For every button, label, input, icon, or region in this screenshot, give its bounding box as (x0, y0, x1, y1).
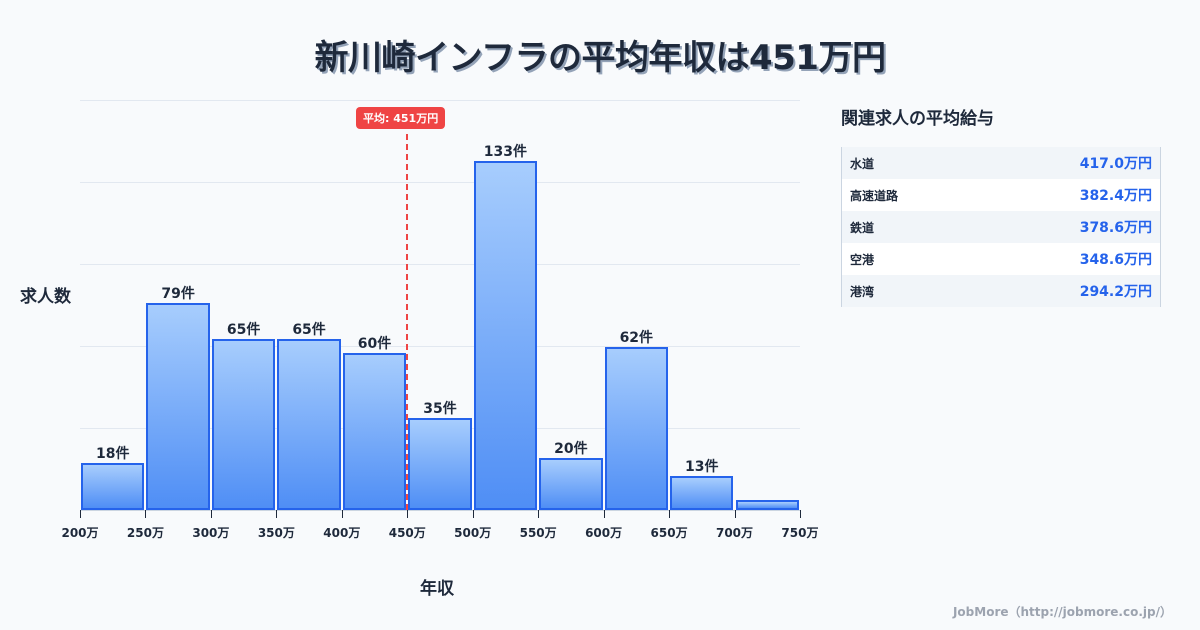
row-name: 空港 (850, 252, 875, 267)
bar-count-label: 20件 (554, 441, 588, 457)
histogram-bar (670, 476, 734, 510)
histogram-bar (473, 161, 538, 510)
histogram-bar (81, 463, 145, 510)
row-value: 382.4万円 (1079, 188, 1152, 204)
histogram-bar (408, 418, 472, 510)
bar-count-label: 35件 (423, 401, 457, 417)
table-row: 空港 348.6万円 (842, 243, 1160, 275)
row-value: 417.0万円 (1079, 156, 1152, 172)
x-tick (341, 510, 343, 518)
row-name: 港湾 (850, 284, 875, 299)
row-value: 294.2万円 (1079, 284, 1152, 300)
bar-count-label: 62件 (619, 330, 654, 346)
x-tick (210, 510, 212, 518)
bar-count-label: 133件 (483, 144, 528, 160)
x-tick-label: 200万 (61, 526, 99, 540)
x-tick (407, 510, 409, 518)
x-tick-label: 750万 (781, 526, 819, 540)
gridline (80, 100, 800, 101)
bar-count-label: 65件 (226, 322, 261, 338)
x-tick-label: 350万 (257, 526, 295, 540)
histogram-bar (146, 303, 210, 510)
gridline (80, 182, 800, 183)
table-row: 港湾 294.2万円 (842, 275, 1160, 307)
x-tick (145, 510, 147, 518)
x-tick (799, 510, 801, 518)
x-tick-label: 600万 (585, 526, 623, 540)
x-tick-label: 550万 (519, 526, 557, 540)
related-salary-table: 水道 417.0万円 高速道路 382.4万円 鉄道 378.6万円 空港 348.6万… (841, 147, 1161, 307)
x-tick (734, 510, 736, 518)
gridline (80, 346, 800, 347)
x-tick-label: 700万 (715, 526, 754, 540)
x-tick (669, 510, 671, 518)
x-tick-label: 250万 (126, 526, 164, 540)
bar-count-label: 13件 (685, 459, 719, 475)
bar-count-label: 65件 (292, 322, 326, 338)
x-tick (538, 510, 540, 518)
row-name: 鉄道 (850, 220, 875, 235)
histogram-bar (735, 500, 799, 510)
histogram-bar (342, 353, 407, 510)
x-tick-label: 450万 (388, 526, 426, 540)
x-tick (80, 510, 81, 518)
histogram-bar (539, 458, 603, 510)
mean-line (406, 134, 408, 510)
histogram-chart: 18件 79件 65件 65件 60件 35件 133件 20件 62件 13件 平均: 451万… (61, 100, 818, 540)
row-name: 高速道路 (850, 188, 899, 203)
x-tick (276, 510, 278, 518)
x-tick-label: 500万 (454, 526, 492, 540)
x-axis (80, 510, 800, 511)
gridline (80, 264, 800, 265)
mean-badge: 平均: 451万円 (356, 107, 446, 129)
y-axis-label: 求人数 (20, 287, 71, 307)
bar-count-label: 79件 (161, 286, 195, 302)
bar-count-label: 60件 (357, 336, 392, 352)
x-tick-label: 300万 (192, 526, 230, 540)
row-name: 水道 (850, 156, 875, 171)
histogram-bar (211, 339, 276, 510)
source-credit: JobMore（http://jobmore.co.jp/） (952, 605, 1172, 619)
histogram-bar (277, 339, 341, 510)
table-row: 高速道路 382.4万円 (842, 179, 1160, 211)
related-salary-title: 関連求人の平均給与 (841, 109, 994, 129)
row-value: 378.6万円 (1079, 220, 1152, 236)
histogram-bar (604, 347, 669, 510)
x-tick-label: 400万 (323, 526, 361, 540)
x-tick (472, 510, 474, 518)
table-row: 水道 417.0万円 (842, 147, 1160, 179)
x-tick-label: 650万 (650, 526, 688, 540)
page-title: 新川崎インフラの平均年収は451万円 (314, 38, 886, 78)
x-tick (603, 510, 605, 518)
table-row: 鉄道 378.6万円 (842, 211, 1160, 243)
x-axis-label: 年収 (420, 579, 454, 599)
row-value: 348.6万円 (1079, 252, 1152, 268)
bar-count-label: 18件 (95, 446, 130, 462)
